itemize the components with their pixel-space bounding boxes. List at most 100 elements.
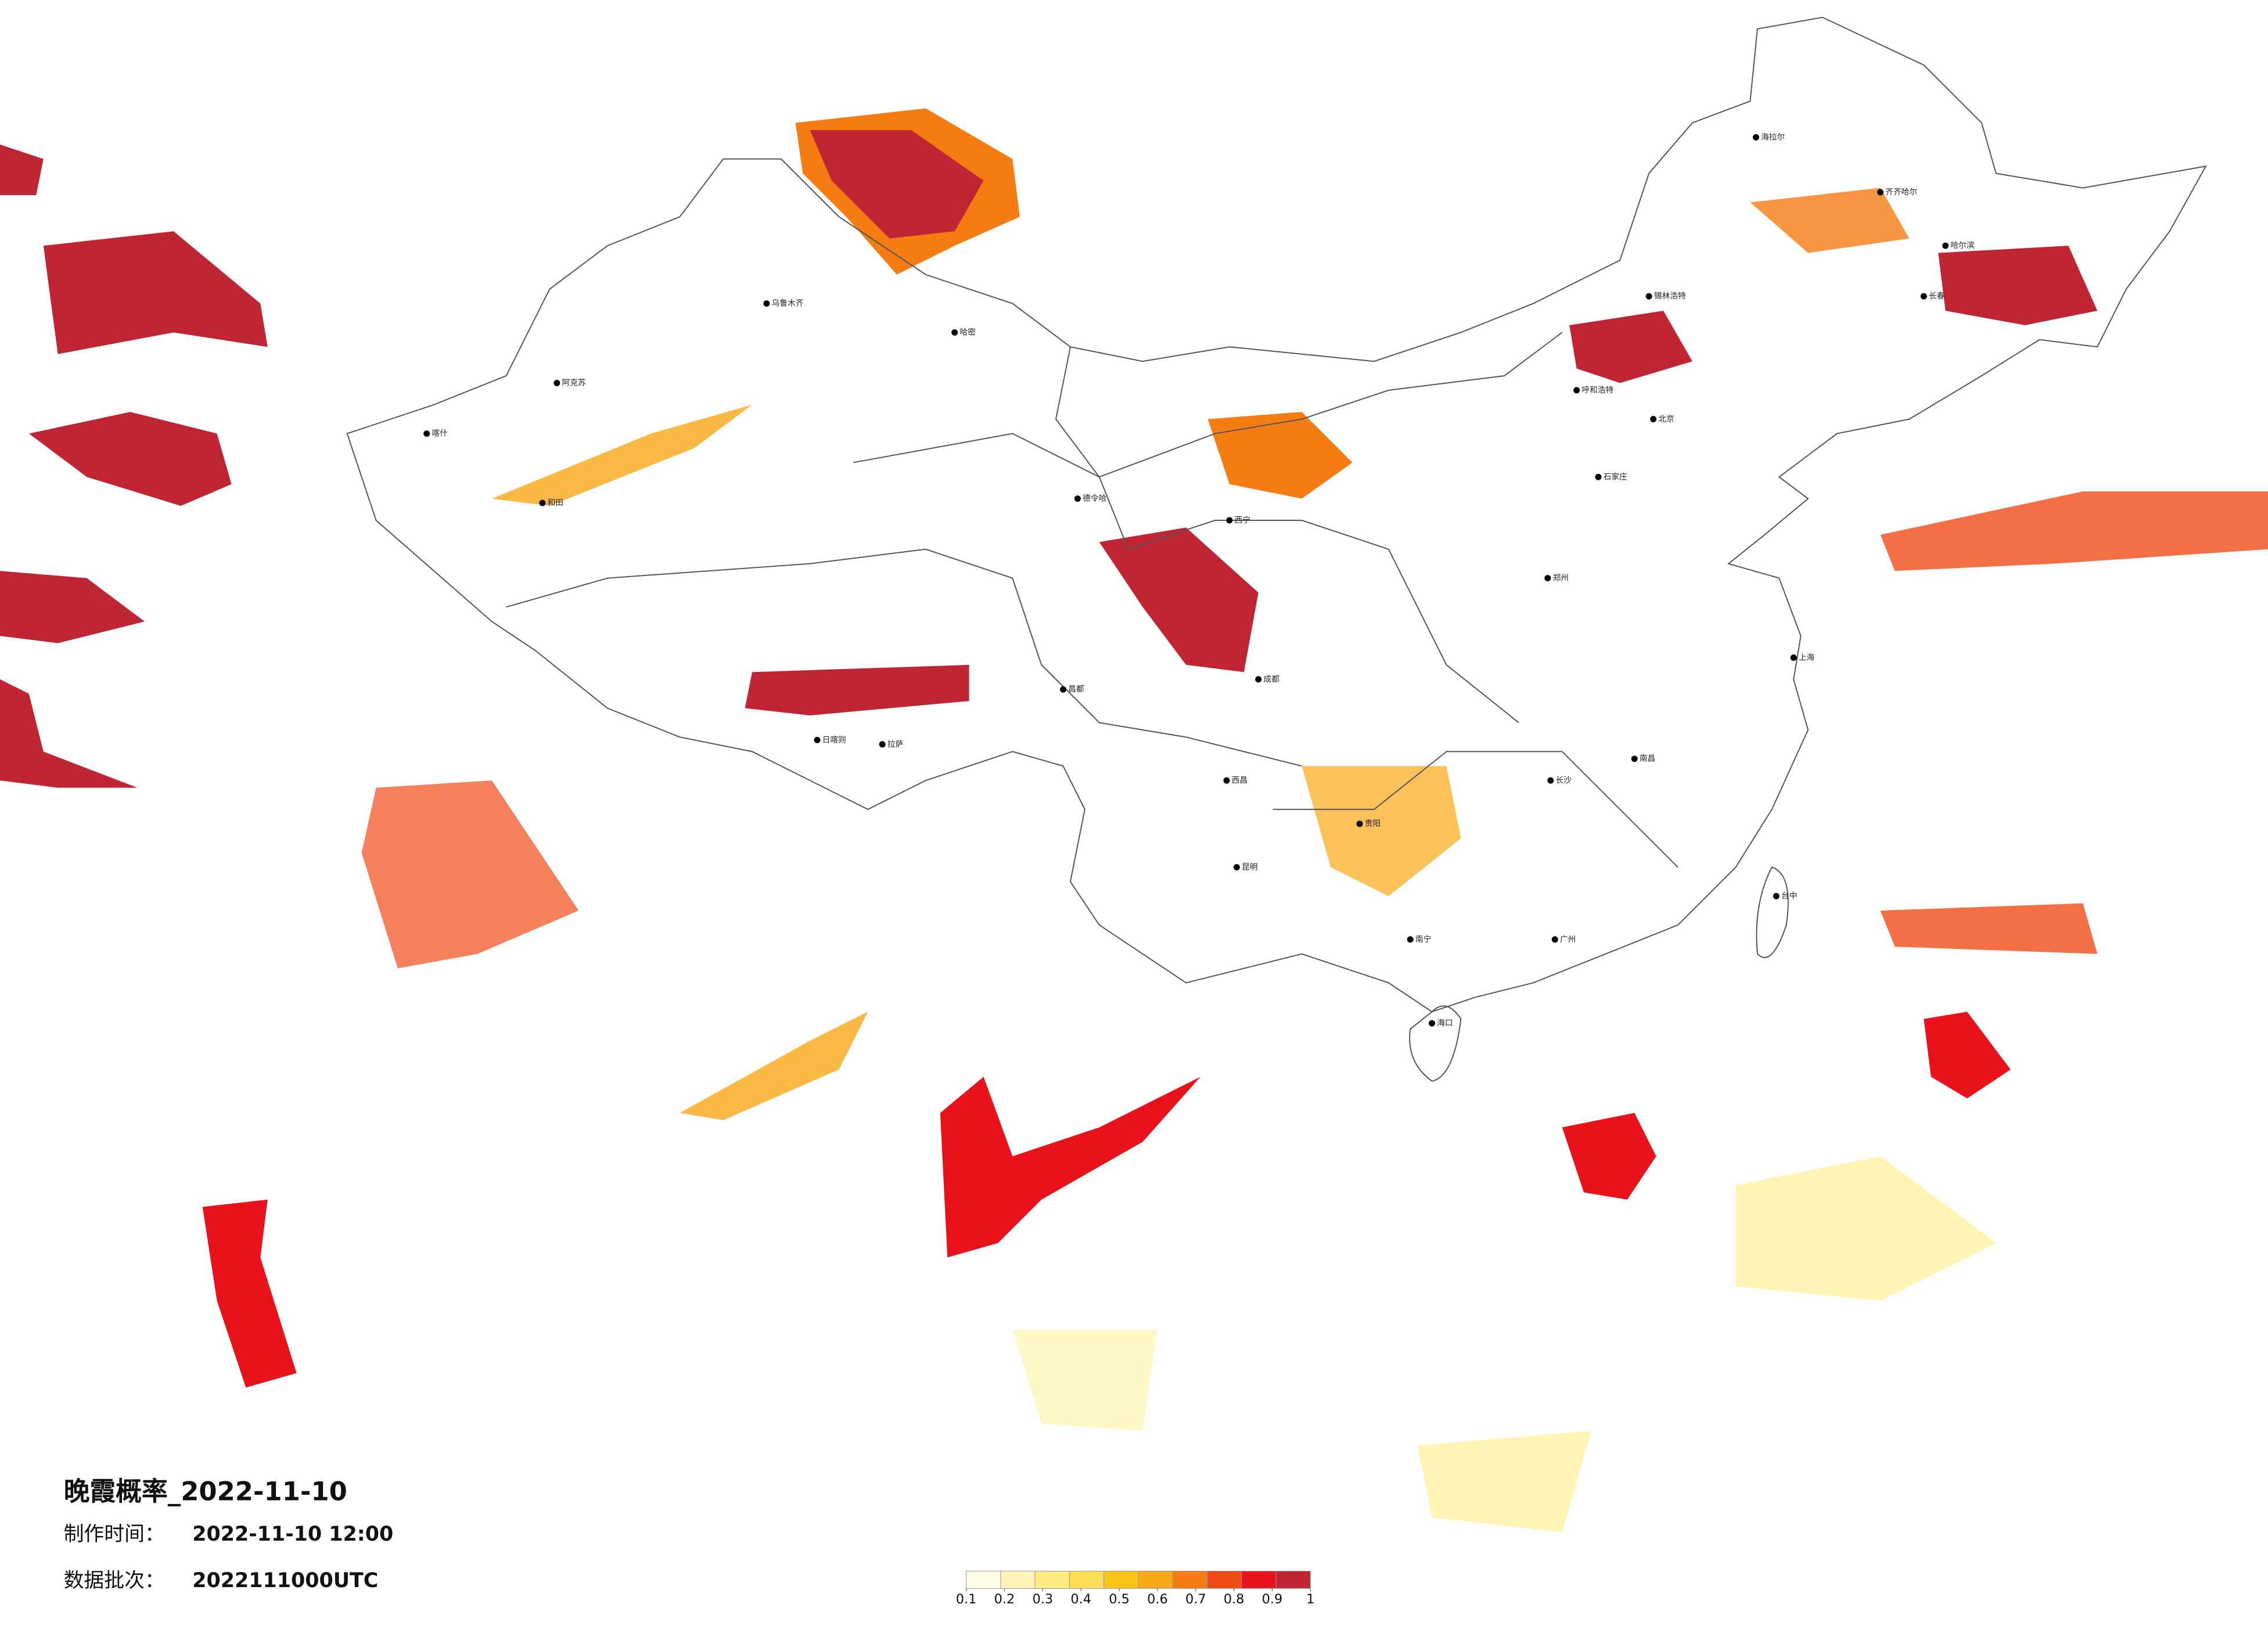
colorbar-swatch	[1275, 1570, 1311, 1589]
city-label: 拉萨	[887, 740, 903, 749]
city-dot	[1920, 293, 1927, 300]
heat-area	[940, 1077, 1201, 1258]
city-label: 南昌	[1640, 754, 1655, 764]
city-dot	[951, 329, 958, 336]
city-dot	[1255, 676, 1262, 683]
city-label: 北京	[1658, 415, 1674, 424]
island-border	[1756, 866, 1789, 958]
heat-area	[1735, 1156, 1996, 1301]
city-dot	[763, 300, 770, 307]
heat-area	[491, 404, 753, 506]
city-dot	[1223, 777, 1230, 784]
city-label: 昆明	[1242, 862, 1257, 872]
city-label: 呼和浩特	[1582, 386, 1613, 395]
city-dot	[1595, 473, 1602, 480]
colorbar-tick-label: 0.6	[1147, 1592, 1168, 1607]
colorbar-swatch	[1138, 1570, 1173, 1589]
city-dot	[553, 380, 560, 387]
city-dot	[1790, 654, 1797, 661]
heat-area	[0, 144, 44, 195]
city-label: 西宁	[1235, 515, 1250, 525]
city-dot	[1429, 1020, 1436, 1027]
city-dot	[1942, 242, 1949, 249]
colorbar-tick-label: 0.9	[1262, 1592, 1283, 1607]
city-label: 西昌	[1232, 776, 1248, 785]
city-label: 昌都	[1068, 685, 1084, 694]
city-dot	[1631, 756, 1638, 762]
heat-area	[810, 130, 984, 239]
city-label: 海口	[1437, 1019, 1453, 1028]
heat-area	[361, 780, 579, 969]
heat-area	[1569, 311, 1692, 383]
production-time-label: 制作时间：	[64, 1523, 165, 1546]
city-label: 郑州	[1552, 574, 1568, 583]
heat-area	[1750, 188, 1910, 253]
city-label: 日喀则	[822, 735, 846, 744]
city-label: 台中	[1781, 891, 1797, 901]
production-time-value: 2022-11-10 12:00	[192, 1523, 393, 1546]
city-dot	[814, 736, 821, 743]
city-label: 德令哈	[1083, 494, 1106, 503]
colorbar-tick-label: 0.1	[956, 1592, 977, 1607]
city-label: 石家庄	[1604, 472, 1627, 481]
province-border	[506, 548, 1302, 767]
colorbar-swatch	[1172, 1570, 1208, 1589]
colorbar-swatch	[1069, 1570, 1105, 1589]
probability-field	[0, 108, 2268, 1533]
city-dot	[423, 430, 430, 437]
city-dot	[1551, 936, 1558, 943]
heat-area	[680, 1012, 868, 1120]
city-dot	[1407, 936, 1414, 943]
heat-area	[1099, 527, 1259, 672]
city-dot	[1752, 134, 1759, 141]
city-label: 哈密	[959, 327, 976, 337]
data-batch-label: 数据批次：	[64, 1569, 165, 1592]
city-label: 广州	[1560, 935, 1576, 944]
map-title: 晚霞概率_2022-11-10	[64, 1476, 347, 1506]
city-dot	[1226, 517, 1233, 524]
city-label: 南宁	[1415, 934, 1431, 944]
city-label: 长春	[1929, 292, 1945, 301]
city-label: 上海	[1799, 653, 1815, 662]
city-dot	[1547, 777, 1554, 784]
city-label: 齐齐哈尔	[1885, 188, 1917, 197]
heat-area	[1207, 412, 1353, 499]
colorbar-swatch	[1000, 1570, 1036, 1589]
city-dot	[539, 499, 546, 506]
colorbar-tick-label: 0.2	[994, 1592, 1015, 1607]
heat-area	[1302, 766, 1461, 897]
island-border	[1409, 1005, 1462, 1082]
heat-area	[202, 1199, 297, 1388]
city-dot	[1650, 416, 1657, 423]
data-batch-value: 2022111000UTC	[192, 1569, 378, 1592]
heat-area	[1562, 1113, 1656, 1200]
province-border	[1055, 332, 1563, 478]
colorbar-swatch	[1241, 1570, 1277, 1589]
city-dot	[1059, 686, 1066, 693]
heat-area	[745, 664, 969, 715]
colorbar-tick-label: 0.4	[1070, 1592, 1091, 1607]
city-dot	[1356, 821, 1363, 828]
heat-area	[28, 412, 232, 506]
colorbar-swatch	[1034, 1570, 1070, 1589]
colorbar-swatch	[1104, 1570, 1139, 1589]
heat-area	[0, 571, 145, 643]
city-dot	[1773, 893, 1780, 900]
city-label: 喀什	[432, 429, 448, 438]
boundaries	[346, 16, 2207, 1082]
city-dot	[879, 741, 886, 748]
province-border	[853, 433, 1519, 724]
heat-area	[1880, 491, 2268, 571]
colorbar-tick-label: 1	[1306, 1592, 1314, 1607]
country-border	[346, 16, 2207, 1013]
city-label: 长沙	[1555, 776, 1572, 785]
colorbar-tick-label: 0.7	[1185, 1592, 1206, 1607]
city-label: 阿克苏	[562, 379, 586, 388]
city-dot	[1877, 189, 1884, 196]
colorbar-swatch	[1207, 1570, 1242, 1589]
city-label: 海拉尔	[1761, 132, 1785, 142]
city-label: 成都	[1263, 675, 1279, 684]
city-label: 和田	[548, 498, 563, 508]
